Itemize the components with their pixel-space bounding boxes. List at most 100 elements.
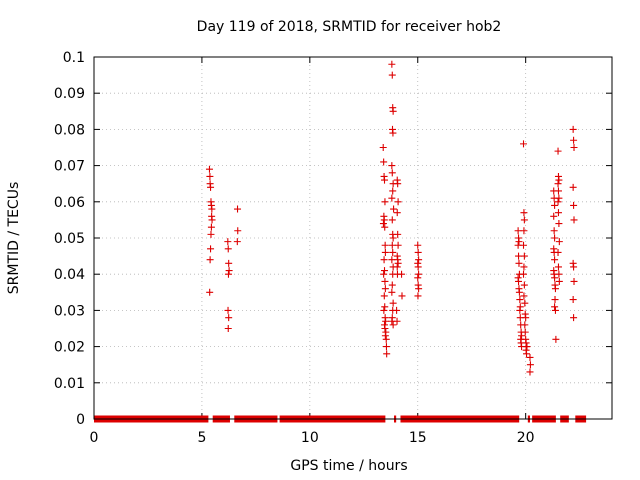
data-point [554,180,562,188]
y-tick-label: 0.08 [54,122,85,138]
data-point [233,238,241,246]
data-point [224,270,232,278]
data-point [551,306,559,314]
data-point [554,248,562,256]
data-point [379,220,387,228]
data-point [520,292,528,300]
data-point [225,267,233,275]
data-point [382,335,390,343]
data-point [414,292,422,300]
x-tick-label: 15 [409,430,427,446]
y-tick-label: 0.1 [63,50,85,66]
data-point [205,165,213,173]
data-point [520,241,528,249]
data-point [414,241,422,249]
tick-labels: 0 0.01 0.02 0.03 0.04 0.05 0.06 0.07 0.08 0.09 0.1… [54,50,535,446]
data-point [398,270,406,278]
chart-title: Day 119 of 2018, SRMTID for receiver hob… [197,19,502,35]
data-point [523,350,531,358]
data-point [206,172,214,180]
data-point [570,263,578,271]
data-point [526,353,534,361]
data-point [388,162,396,170]
data-point [520,270,528,278]
y-axis-label: SRMTID / TECUs [6,182,22,295]
data-point [520,140,528,148]
data-point [569,125,577,133]
data-point [394,230,402,238]
data-point [380,158,388,166]
data-point [415,285,423,293]
data-point [520,227,528,235]
data-point [515,259,523,267]
data-point [570,314,578,322]
data-point [207,223,215,231]
data-point [516,306,524,314]
data-point [388,194,396,202]
data-point [398,292,406,300]
data-point [394,241,402,249]
y-tick-label: 0.01 [54,376,85,392]
data-point [206,288,214,296]
plot-frame [93,56,613,420]
data-point [381,223,389,231]
data-point [554,147,562,155]
data-point [380,270,388,278]
data-point [520,252,528,260]
data-point [526,368,534,376]
data-point [381,241,389,249]
data-point [393,317,401,325]
data-point [515,238,523,246]
data-point [550,227,558,235]
data-point [415,256,423,264]
data-point [207,183,215,191]
data-point [388,71,396,79]
data-point [520,209,528,217]
data-point [522,314,530,322]
data-point [234,227,242,235]
data-point [551,285,559,293]
data-point [379,144,387,151]
y-tick-label: 0.09 [54,86,85,102]
data-point [381,176,389,184]
grid-layer [94,57,612,419]
data-point [224,325,232,332]
y-tick-label: 0 [76,412,85,428]
data-point [381,332,389,340]
data-point [389,187,397,195]
data-point [555,176,563,184]
data-point [520,263,528,271]
data-point [234,205,242,213]
data-point [388,281,396,289]
data-point [569,296,577,304]
data-point [551,256,559,264]
data-point [382,343,390,351]
data-point [554,198,562,206]
data-point [207,245,215,253]
data-point [207,230,215,238]
data-point [552,335,560,343]
data-point [381,285,389,293]
data-point [389,107,397,115]
data-point [550,212,558,220]
data-point [555,270,563,278]
data-point [388,169,396,177]
data-points [205,60,578,376]
x-tick-label: 20 [517,430,535,446]
y-tick-label: 0.05 [54,231,85,247]
x-tick-label: 5 [197,430,206,446]
data-point [380,216,388,224]
data-point [570,144,578,151]
data-point [389,321,397,329]
y-tick-label: 0.07 [54,159,85,175]
data-point [394,180,402,188]
data-point [554,209,562,217]
data-point [516,296,524,304]
data-point [555,220,563,228]
data-point [388,288,396,296]
data-point [389,248,397,256]
data-point [555,194,563,202]
data-point [521,299,529,307]
data-point [414,263,422,271]
data-point [551,274,559,282]
